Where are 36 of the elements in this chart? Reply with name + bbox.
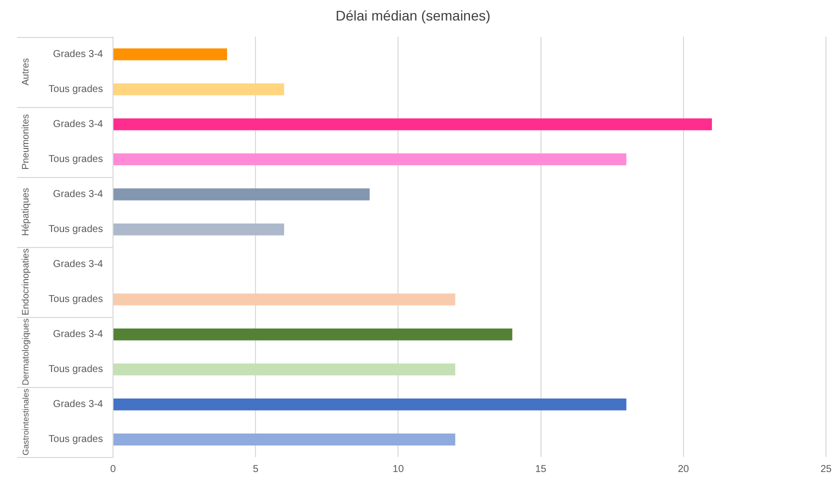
- text: Gastrointestinales: [20, 388, 30, 456]
- bar: [114, 434, 456, 446]
- bar: [114, 398, 626, 410]
- bar: [114, 328, 512, 340]
- text: Hépatiques: [20, 188, 32, 236]
- bar: [114, 223, 284, 236]
- x-tick-label: 5: [252, 464, 259, 475]
- y-tick-label: Tous grades: [48, 154, 103, 166]
- bar: [114, 48, 228, 60]
- x-tick-label: 15: [535, 464, 547, 475]
- y-tick-label: Tous grades: [48, 224, 103, 236]
- y-tick-label: Tous grades: [48, 294, 103, 306]
- y-tick-label: Grades 3-4: [52, 49, 104, 60]
- y-tick-label: Grades 3-4: [52, 329, 104, 340]
- bar: [114, 153, 626, 166]
- bar: [114, 118, 712, 130]
- bar: [114, 364, 456, 376]
- x-tick-label: 20: [678, 464, 690, 475]
- text: Endocrinopaties: [20, 248, 31, 316]
- bar: [114, 293, 456, 306]
- x-tick-label: 0: [110, 464, 116, 475]
- chart-title: Délai médian (semaines): [336, 7, 490, 24]
- x-tick-label: 10: [392, 464, 404, 475]
- text: Autres: [20, 58, 32, 86]
- y-tick-label: Tous grades: [48, 364, 103, 376]
- y-tick-label: Tous grades: [48, 434, 103, 446]
- y-tick-label: Grades 3-4: [52, 119, 104, 130]
- bar: [114, 83, 284, 96]
- bar: [114, 188, 370, 200]
- y-tick-label: Grades 3-4: [52, 399, 104, 410]
- text: Dermatologiques: [20, 318, 30, 386]
- y-tick-label: Grades 3-4: [52, 259, 104, 270]
- y-tick-label: Grades 3-4: [52, 189, 104, 200]
- x-tick-label: 25: [820, 464, 832, 475]
- y-tick-label: Tous grades: [48, 84, 103, 96]
- text: Pneumonites: [20, 114, 32, 170]
